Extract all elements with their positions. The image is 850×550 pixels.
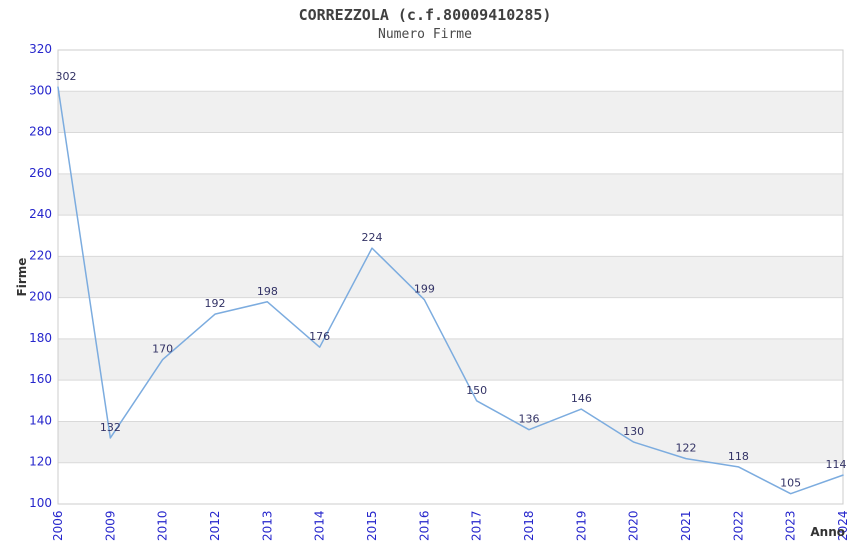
x-tick-label: 2016	[417, 510, 431, 541]
y-tick-label: 260	[29, 166, 52, 180]
y-axis-title: Firme	[15, 258, 29, 297]
y-tick-label: 240	[29, 207, 52, 221]
y-tick-label: 200	[29, 290, 52, 304]
x-tick-label: 2023	[784, 510, 798, 541]
x-tick-label: 2014	[313, 510, 327, 541]
point-label: 198	[257, 285, 278, 298]
point-label: 132	[100, 421, 121, 434]
x-tick-label: 2012	[208, 510, 222, 541]
point-label: 122	[676, 442, 697, 455]
point-label: 105	[780, 477, 801, 490]
x-tick-label: 2010	[156, 510, 170, 541]
point-label: 170	[152, 343, 173, 356]
plot-band	[58, 173, 843, 216]
point-label: 199	[414, 283, 435, 296]
point-label: 192	[205, 297, 226, 310]
point-label: 136	[519, 413, 540, 426]
point-label: 302	[56, 70, 77, 83]
x-axis-title: Anno	[810, 525, 845, 539]
x-tick-label: 2013	[260, 510, 274, 541]
point-label: 146	[571, 392, 592, 405]
x-tick-label: 2018	[522, 510, 536, 541]
y-tick-label: 120	[29, 455, 52, 469]
y-tick-label: 320	[29, 42, 52, 56]
y-tick-label: 160	[29, 372, 52, 386]
plot-band	[58, 91, 843, 133]
plot-band	[58, 421, 843, 463]
chart-subtitle: Numero Firme	[378, 27, 472, 42]
plot-band	[58, 338, 843, 381]
y-tick-label: 180	[29, 331, 52, 345]
y-tick-label: 100	[29, 496, 52, 510]
plot-border	[57, 49, 844, 505]
x-tick-label: 2021	[679, 510, 693, 541]
chart-title: CORREZZOLA (c.f.80009410285)	[298, 6, 552, 24]
x-tick-label: 2015	[365, 510, 379, 541]
y-tick-label: 220	[29, 248, 52, 262]
plot-band	[58, 256, 843, 298]
x-tick-label: 2006	[51, 510, 65, 541]
x-tick-label: 2009	[103, 510, 117, 541]
y-tick-label: 280	[29, 125, 52, 139]
x-tick-label: 2024	[836, 510, 850, 541]
point-label: 130	[623, 425, 644, 438]
y-tick-label: 140	[29, 413, 52, 427]
point-label: 150	[466, 384, 487, 397]
point-label: 118	[728, 450, 749, 463]
x-tick-label: 2017	[470, 510, 484, 541]
data-line	[57, 86, 844, 495]
x-tick-label: 2020	[627, 510, 641, 541]
point-label: 224	[362, 231, 383, 244]
point-label: 114	[826, 458, 847, 471]
point-label: 176	[309, 330, 330, 343]
x-tick-label: 2019	[574, 510, 588, 541]
x-tick-label: 2022	[731, 510, 745, 541]
y-tick-label: 300	[29, 83, 52, 97]
